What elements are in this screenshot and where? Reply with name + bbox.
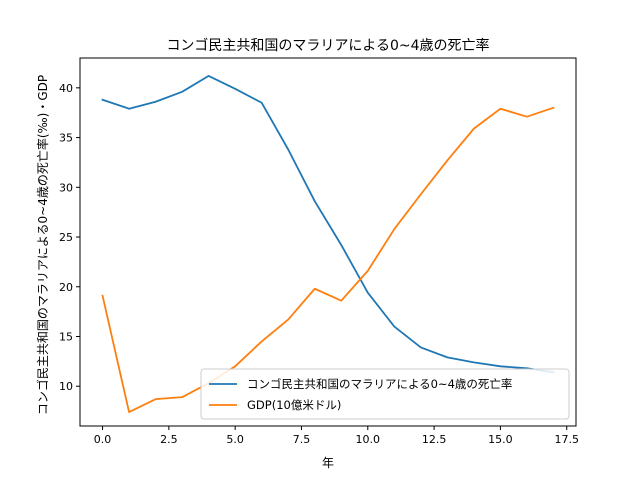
x-axis: 0.0 2.5 5.0 7.5 10.0 12.5 15.0 17.5 [94,426,579,446]
legend: コンゴ民主共和国のマラリアによる0~4歳の死亡率 GDP(10億米ドル) [200,368,570,420]
x-axis-label: 年 [322,456,334,470]
y-tick-label: 25 [59,231,73,244]
legend-label-1: GDP(10億米ドル) [247,398,341,412]
x-tick-label: 7.5 [293,433,311,446]
x-tick-label: 5.0 [226,433,244,446]
plot-frame [79,57,577,427]
series-line-0 [101,75,555,374]
legend-box [200,368,570,420]
x-tick-label: 12.5 [422,433,447,446]
x-tick-label: 10.0 [356,433,381,446]
chart-title: コンゴ民主共和国のマラリアによる0~4歳の死亡率 [166,37,489,54]
y-tick-label: 20 [59,281,73,294]
x-tick-label: 15.0 [488,433,513,446]
y-tick-label: 15 [59,330,73,343]
x-tick-label: 17.5 [554,433,579,446]
x-tick-label: 0.0 [94,433,112,446]
legend-label-0: コンゴ民主共和国のマラリアによる0~4歳の死亡率 [247,377,512,391]
y-tick-label: 40 [59,82,73,95]
y-tick-label: 10 [59,380,73,393]
series-line-1 [101,106,555,413]
y-axis-label: コンゴ民主共和国のマラリアによる0~4歳の死亡率(‰)・GDP [35,75,50,415]
y-axis: 10 15 20 25 30 35 40 [59,82,80,393]
y-tick-label: 35 [59,132,73,145]
y-tick-label: 30 [59,181,73,194]
x-tick-label: 2.5 [160,433,178,446]
plot-area [79,57,577,427]
